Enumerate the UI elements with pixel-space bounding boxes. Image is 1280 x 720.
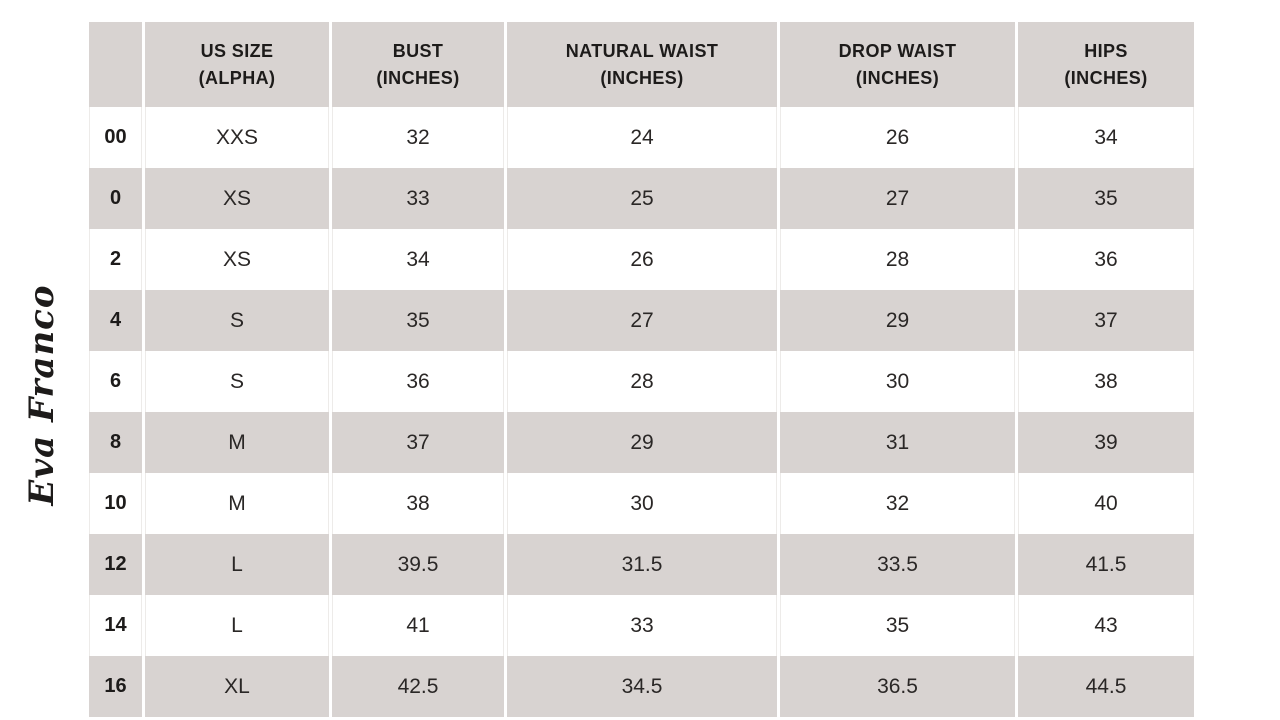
column-header-blank xyxy=(89,22,142,107)
column-header-subtext: (INCHES) xyxy=(376,67,460,88)
us-size-cell: 0 xyxy=(89,168,142,229)
column-header-hips: HIPS (INCHES) xyxy=(1018,22,1194,107)
brand-logo-text: Eva Franco xyxy=(22,284,62,506)
us-size-cell: 6 xyxy=(89,351,142,412)
hips-cell: 40 xyxy=(1018,473,1194,534)
alpha-size-cell: XXS xyxy=(145,107,329,168)
column-header-subtext: (INCHES) xyxy=(1064,67,1148,88)
alpha-size-cell: S xyxy=(145,351,329,412)
alpha-size-cell: XS xyxy=(145,168,329,229)
column-header-subtext: (INCHES) xyxy=(600,67,684,88)
natural-waist-cell: 29 xyxy=(507,412,777,473)
hips-cell: 34 xyxy=(1018,107,1194,168)
hips-cell: 37 xyxy=(1018,290,1194,351)
bust-cell: 37 xyxy=(332,412,504,473)
column-header-natural-waist: NATURAL WAIST (INCHES) xyxy=(507,22,777,107)
us-size-cell: 2 xyxy=(89,229,142,290)
natural-waist-cell: 24 xyxy=(507,107,777,168)
natural-waist-cell: 25 xyxy=(507,168,777,229)
column-header-subtext: (INCHES) xyxy=(855,67,940,88)
alpha-size-cell: M xyxy=(145,412,329,473)
drop-waist-cell: 36.5 xyxy=(780,656,1015,717)
table-row: 10 M 38 30 32 40 xyxy=(89,473,1194,534)
bust-cell: 39.5 xyxy=(332,534,504,595)
column-header-text: NATURAL WAIST xyxy=(565,41,719,62)
hips-cell: 35 xyxy=(1018,168,1194,229)
hips-cell: 41.5 xyxy=(1018,534,1194,595)
bust-cell: 34 xyxy=(332,229,504,290)
column-header-text: US SIZE xyxy=(200,41,274,62)
drop-waist-cell: 30 xyxy=(780,351,1015,412)
alpha-size-cell: XS xyxy=(145,229,329,290)
table-row: 16 XL 42.5 34.5 36.5 44.5 xyxy=(89,656,1194,717)
bust-cell: 36 xyxy=(332,351,504,412)
us-size-cell: 10 xyxy=(89,473,142,534)
drop-waist-cell: 26 xyxy=(780,107,1015,168)
drop-waist-cell: 29 xyxy=(780,290,1015,351)
brand-logo: Eva Franco xyxy=(15,275,69,515)
bust-cell: 33 xyxy=(332,168,504,229)
bust-cell: 32 xyxy=(332,107,504,168)
size-chart-table: US SIZE (ALPHA) BUST (INCHES) NATURAL WA… xyxy=(86,22,1197,717)
hips-cell: 36 xyxy=(1018,229,1194,290)
table-row: 6 S 36 28 30 38 xyxy=(89,351,1194,412)
column-header-bust: BUST (INCHES) xyxy=(332,22,504,107)
natural-waist-cell: 28 xyxy=(507,351,777,412)
natural-waist-cell: 31.5 xyxy=(507,534,777,595)
natural-waist-cell: 33 xyxy=(507,595,777,656)
us-size-cell: 12 xyxy=(89,534,142,595)
drop-waist-cell: 27 xyxy=(780,168,1015,229)
alpha-size-cell: XL xyxy=(145,656,329,717)
bust-cell: 42.5 xyxy=(332,656,504,717)
natural-waist-cell: 30 xyxy=(507,473,777,534)
bust-cell: 35 xyxy=(332,290,504,351)
column-header-text: BUST xyxy=(392,41,444,62)
natural-waist-cell: 27 xyxy=(507,290,777,351)
us-size-cell: 16 xyxy=(89,656,142,717)
header-row: US SIZE (ALPHA) BUST (INCHES) NATURAL WA… xyxy=(89,22,1194,107)
alpha-size-cell: L xyxy=(145,595,329,656)
column-header-drop-waist: DROP WAIST (INCHES) xyxy=(780,22,1015,107)
hips-cell: 38 xyxy=(1018,351,1194,412)
column-header-us-size-alpha: US SIZE (ALPHA) xyxy=(145,22,329,107)
drop-waist-cell: 31 xyxy=(780,412,1015,473)
column-header-text: HIPS xyxy=(1084,41,1128,62)
alpha-size-cell: S xyxy=(145,290,329,351)
table-row: 2 XS 34 26 28 36 xyxy=(89,229,1194,290)
bust-cell: 38 xyxy=(332,473,504,534)
us-size-cell: 4 xyxy=(89,290,142,351)
table-row: 00 XXS 32 24 26 34 xyxy=(89,107,1194,168)
table-row: 0 XS 33 25 27 35 xyxy=(89,168,1194,229)
column-header-text: DROP WAIST xyxy=(838,41,957,62)
alpha-size-cell: M xyxy=(145,473,329,534)
natural-waist-cell: 34.5 xyxy=(507,656,777,717)
hips-cell: 43 xyxy=(1018,595,1194,656)
table-row: 12 L 39.5 31.5 33.5 41.5 xyxy=(89,534,1194,595)
us-size-cell: 00 xyxy=(89,107,142,168)
hips-cell: 39 xyxy=(1018,412,1194,473)
drop-waist-cell: 33.5 xyxy=(780,534,1015,595)
table-row: 8 M 37 29 31 39 xyxy=(89,412,1194,473)
natural-waist-cell: 26 xyxy=(507,229,777,290)
bust-cell: 41 xyxy=(332,595,504,656)
drop-waist-cell: 28 xyxy=(780,229,1015,290)
drop-waist-cell: 32 xyxy=(780,473,1015,534)
table-row: 4 S 35 27 29 37 xyxy=(89,290,1194,351)
us-size-cell: 14 xyxy=(89,595,142,656)
alpha-size-cell: L xyxy=(145,534,329,595)
us-size-cell: 8 xyxy=(89,412,142,473)
column-header-subtext: (ALPHA) xyxy=(198,67,276,88)
table-row: 14 L 41 33 35 43 xyxy=(89,595,1194,656)
drop-waist-cell: 35 xyxy=(780,595,1015,656)
hips-cell: 44.5 xyxy=(1018,656,1194,717)
